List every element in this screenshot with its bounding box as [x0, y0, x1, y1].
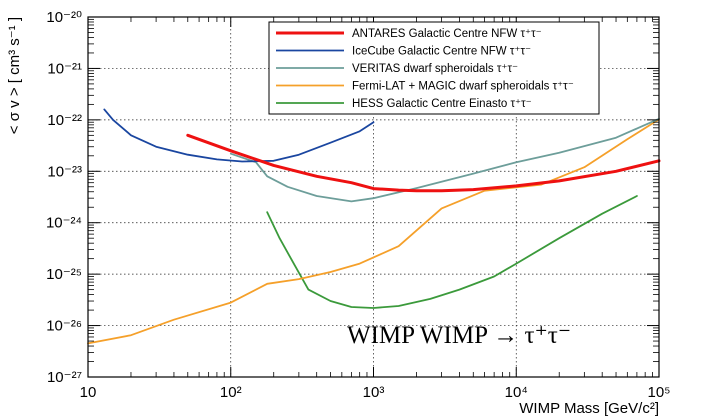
axis-ticks: [87, 16, 660, 378]
x-axis-title: WIMP Mass [GeV/c²]: [519, 400, 659, 417]
tick-labels: 10 10² 10³ 10⁴ 10⁵ 10⁻²⁷ 10⁻²⁶ 10⁻²⁵ 10⁻²⁴ 10⁻²³ 1…: [46, 9, 671, 401]
x-tick-label: 10²: [220, 384, 242, 401]
y-tick-label: 10⁻²⁵: [46, 266, 82, 283]
x-tick-label: 10⁵: [648, 384, 671, 401]
series-line-3: [87, 118, 660, 345]
y-tick-label: 10⁻²³: [47, 163, 82, 180]
legend: ANTARES Galactic Centre NFW τ⁺τ⁻ IceCube …: [268, 21, 600, 115]
x-tick-label: 10: [80, 384, 97, 401]
series-lines: [87, 108, 661, 345]
y-tick-label: 10⁻²⁷: [47, 369, 82, 386]
legend-label-4: HESS Galactic Centre Einasto τ⁺τ⁻: [352, 98, 532, 110]
y-tick-label: 10⁻²⁴: [46, 215, 82, 232]
series-line-0: [186, 133, 661, 193]
x-tick-label: 10³: [363, 384, 385, 401]
series-line-2: [229, 117, 660, 203]
legend-label-2: VERITAS dwarf spheroidals τ⁺τ⁻: [352, 63, 518, 75]
x-tick-label: 10⁴: [505, 384, 528, 401]
legend-label-0: ANTARES Galactic Centre NFW τ⁺τ⁻: [352, 28, 542, 40]
series-line-1: [103, 108, 375, 163]
y-tick-label: 10⁻²⁰: [46, 9, 82, 26]
legend-label-3: Fermi-LAT + MAGIC dwarf spheroidals τ⁺τ⁻: [352, 81, 574, 93]
y-tick-label: 10⁻²¹: [47, 60, 82, 77]
legend-label-1: IceCube Galactic Centre NFW τ⁺τ⁻: [352, 46, 531, 58]
series-line-4: [266, 195, 638, 309]
y-tick-label: 10⁻²²: [47, 112, 82, 129]
y-tick-label: 10⁻²⁶: [46, 318, 82, 335]
reaction-annotation: WIMP WIMP → τ⁺τ⁻: [347, 322, 571, 349]
y-axis-title: < σ v > [ cm³ s⁻¹ ]: [6, 17, 23, 134]
